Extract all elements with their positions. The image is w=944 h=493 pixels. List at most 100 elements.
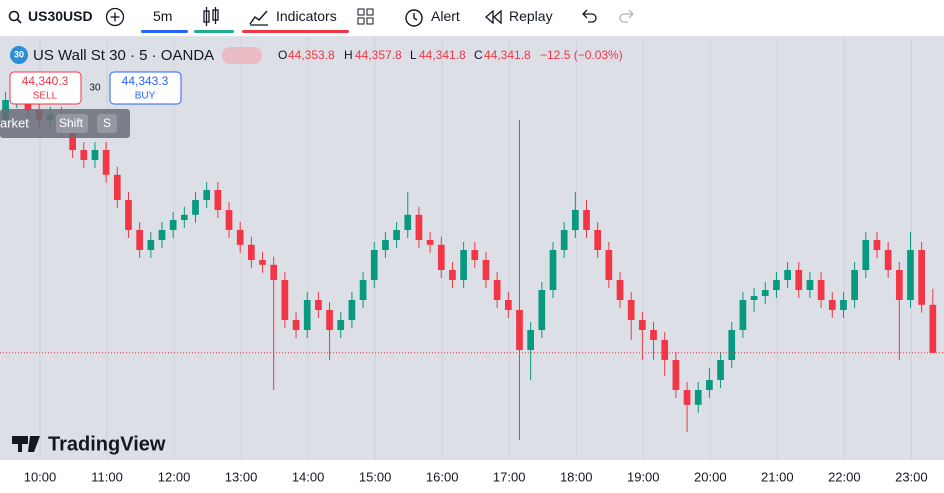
- candle-body: [605, 250, 613, 280]
- legend-c: 44,341.8: [484, 48, 531, 62]
- x-tick-label: 16:00: [426, 469, 459, 484]
- x-tick-label: 19:00: [627, 469, 660, 484]
- legend-l-label: L: [410, 48, 417, 62]
- undo[interactable]: [580, 9, 598, 23]
- candle-body: [873, 240, 881, 250]
- key-box: [56, 114, 88, 133]
- alert-icon[interactable]: [403, 6, 425, 28]
- candle-body: [661, 340, 669, 360]
- candle-body: [616, 280, 624, 300]
- candle-body: [203, 190, 211, 200]
- candle-body: [225, 210, 233, 230]
- candle-body: [806, 280, 814, 290]
- sell-button[interactable]: [9, 71, 82, 105]
- logo: TradingView: [48, 433, 166, 455]
- key-box: [97, 114, 117, 133]
- candle-body: [795, 270, 803, 290]
- candle-body: [817, 280, 825, 300]
- candle-body: [370, 250, 378, 280]
- candle-body: [650, 330, 657, 340]
- candle-body: [493, 280, 501, 300]
- candle-body: [259, 260, 266, 265]
- x-tick-label: 11:00: [91, 469, 123, 484]
- candle-body: [583, 210, 590, 230]
- candle-body: [828, 300, 836, 310]
- chart: 30 US Wall St 30 · 5 · OANDA O 44,353.8 …: [0, 37, 944, 493]
- candle-body: [113, 174, 121, 200]
- candle-body: [639, 320, 646, 330]
- legend-change: −12.5 (−0.03%): [540, 48, 623, 62]
- candle-body: [214, 190, 222, 210]
- underline: [242, 30, 349, 33]
- indicators-icon[interactable]: [249, 8, 269, 26]
- candle-body: [69, 130, 76, 150]
- candle-body: [192, 200, 199, 215]
- x-tick-label: 18:00: [560, 469, 593, 484]
- market-text: arket: [0, 115, 29, 130]
- candle-body: [750, 296, 758, 300]
- candle-body: [326, 310, 333, 330]
- candle-body: [907, 250, 914, 300]
- candle-body: [136, 230, 143, 250]
- candle-body: [147, 240, 155, 250]
- candle-body: [80, 150, 88, 160]
- candle-body: [784, 270, 791, 280]
- x-tick-label: 21:00: [761, 469, 794, 484]
- plot-background: [0, 37, 944, 460]
- sell-price: 44,340.3: [22, 74, 69, 88]
- add-symbol[interactable]: [105, 7, 125, 27]
- x-tick-label: 12:00: [158, 469, 191, 484]
- x-tick-label: 10:00: [24, 469, 57, 484]
- underline: [141, 30, 188, 33]
- legend-symbol: US Wall St 30 · 5 · OANDA: [33, 47, 214, 64]
- x-tick-label: 20:00: [694, 469, 727, 484]
- candle-body: [549, 250, 557, 290]
- candle-body: [627, 300, 635, 320]
- candle-body: [884, 250, 892, 270]
- toolbar: US30USD 5m Indicators Alert Replay: [0, 0, 944, 37]
- replay-icon[interactable]: [485, 10, 503, 24]
- candle-body: [594, 230, 602, 250]
- candle-body: [571, 210, 579, 230]
- candle-body: [739, 300, 747, 330]
- alert[interactable]: Alert: [431, 8, 460, 24]
- candle-body: [359, 280, 367, 300]
- interval[interactable]: 5m: [153, 8, 173, 24]
- candle-body: [683, 390, 691, 405]
- redo[interactable]: [618, 9, 636, 23]
- x-tick-label: 17:00: [493, 469, 526, 484]
- badge-text: 30: [14, 49, 24, 59]
- candle-body: [694, 390, 702, 405]
- candle-body: [102, 150, 110, 175]
- legend-h-label: H: [344, 48, 353, 62]
- candle-icon[interactable]: [202, 6, 220, 28]
- candle-body: [862, 240, 870, 270]
- x-tick-label: 15:00: [359, 469, 392, 484]
- replay[interactable]: Replay: [509, 8, 553, 24]
- candle-body: [91, 150, 99, 160]
- buy-button[interactable]: [109, 71, 182, 105]
- buy-price: 44,343.3: [122, 74, 169, 88]
- candle-body: [169, 220, 177, 230]
- candle-body: [270, 264, 278, 280]
- layouts-icon[interactable]: [357, 8, 375, 26]
- legend-toggle[interactable]: [222, 47, 262, 64]
- indicators[interactable]: Indicators: [276, 8, 337, 24]
- x-tick-label: 14:00: [292, 469, 325, 484]
- x-tick-label: 22:00: [828, 469, 861, 484]
- candle-body: [672, 360, 680, 390]
- search-icon[interactable]: [8, 10, 22, 24]
- candle-body: [929, 304, 937, 353]
- candle-body: [158, 230, 166, 240]
- x-tick-label: 23:00: [895, 469, 928, 484]
- candle-body: [560, 230, 568, 250]
- time-axis: [0, 460, 944, 493]
- candle-body: [292, 320, 300, 330]
- candle-body: [437, 244, 445, 270]
- candle-body: [415, 214, 423, 240]
- candle-body: [315, 300, 322, 310]
- underline: [194, 30, 234, 33]
- symbol[interactable]: US30USD: [28, 8, 93, 24]
- candle-body: [527, 330, 535, 350]
- candle-body: [303, 300, 311, 330]
